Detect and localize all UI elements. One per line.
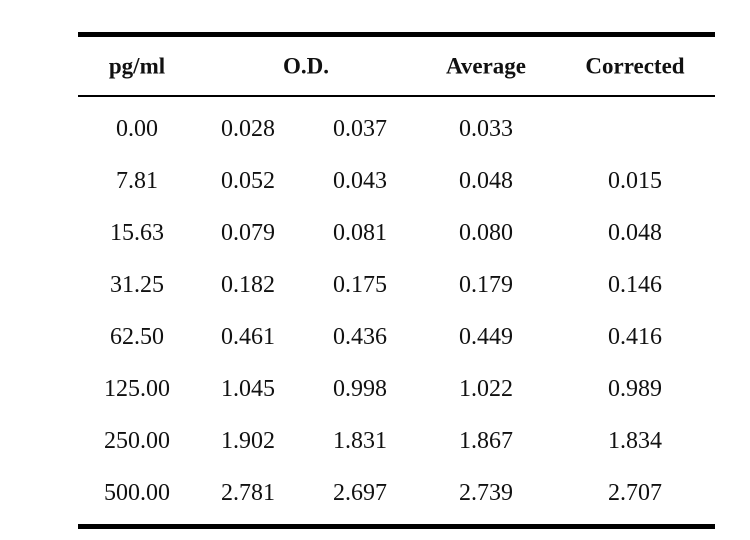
table-row: 15.63 0.079 0.081 0.080 0.048 <box>78 207 715 259</box>
table-row: 125.00 1.045 0.998 1.022 0.989 <box>78 363 715 415</box>
table-row: 62.50 0.461 0.436 0.449 0.416 <box>78 311 715 363</box>
cell-concentration: 62.50 <box>110 324 164 350</box>
cell-concentration: 0.00 <box>116 116 158 142</box>
cell-od-1: 1.902 <box>221 428 275 454</box>
cell-average: 0.449 <box>459 324 513 350</box>
cell-od-1: 0.079 <box>221 220 275 246</box>
table-header-row: pg/ml O.D. Average Corrected <box>78 37 715 95</box>
cell-average: 1.867 <box>459 428 513 454</box>
cell-average: 0.033 <box>459 116 513 142</box>
cell-corrected: 0.146 <box>608 272 662 298</box>
cell-average: 0.179 <box>459 272 513 298</box>
cell-od-1: 2.781 <box>221 480 275 506</box>
table-row: 500.00 2.781 2.697 2.739 2.707 <box>78 467 715 519</box>
cell-od-2: 0.998 <box>333 376 387 402</box>
table-bottom-rule <box>78 524 715 529</box>
table-row: 31.25 0.182 0.175 0.179 0.146 <box>78 259 715 311</box>
cell-corrected: 0.416 <box>608 324 662 350</box>
table-body: 0.00 0.028 0.037 0.033 7.81 0.052 0.043 … <box>78 97 715 519</box>
header-concentration: pg/ml <box>108 53 166 79</box>
table-row: 0.00 0.028 0.037 0.033 <box>78 103 715 155</box>
header-corrected: Corrected <box>585 53 685 79</box>
cell-od-2: 0.043 <box>333 168 387 194</box>
cell-corrected: 1.834 <box>608 428 662 454</box>
cell-od-1: 0.052 <box>221 168 275 194</box>
cell-concentration: 15.63 <box>110 220 164 246</box>
cell-average: 2.739 <box>459 480 513 506</box>
cell-corrected: 2.707 <box>608 480 662 506</box>
cell-od-2: 0.436 <box>333 324 387 350</box>
cell-od-1: 1.045 <box>221 376 275 402</box>
header-average: Average <box>445 53 527 79</box>
cell-average: 0.048 <box>459 168 513 194</box>
cell-corrected: 0.048 <box>608 220 662 246</box>
cell-od-2: 0.175 <box>333 272 387 298</box>
cell-concentration: 7.81 <box>116 168 158 194</box>
cell-od-2: 1.831 <box>333 428 387 454</box>
table-top-rule <box>78 32 715 37</box>
cell-corrected: 0.989 <box>608 376 662 402</box>
cell-corrected: 0.015 <box>608 168 662 194</box>
cell-od-2: 0.037 <box>333 116 387 142</box>
cell-od-2: 0.081 <box>333 220 387 246</box>
cell-od-2: 2.697 <box>333 480 387 506</box>
table-row: 250.00 1.902 1.831 1.867 1.834 <box>78 415 715 467</box>
cell-concentration: 500.00 <box>104 480 170 506</box>
header-od: O.D. <box>283 53 329 79</box>
table-header-rule <box>78 95 715 97</box>
cell-od-1: 0.028 <box>221 116 275 142</box>
cell-average: 1.022 <box>459 376 513 402</box>
table-row: 7.81 0.052 0.043 0.048 0.015 <box>78 155 715 207</box>
cell-od-1: 0.182 <box>221 272 275 298</box>
cell-concentration: 250.00 <box>104 428 170 454</box>
standard-curve-table: pg/ml O.D. Average Corrected 0.00 0.028 … <box>78 32 715 529</box>
cell-od-1: 0.461 <box>221 324 275 350</box>
cell-concentration: 125.00 <box>104 376 170 402</box>
cell-concentration: 31.25 <box>110 272 164 298</box>
cell-average: 0.080 <box>459 220 513 246</box>
